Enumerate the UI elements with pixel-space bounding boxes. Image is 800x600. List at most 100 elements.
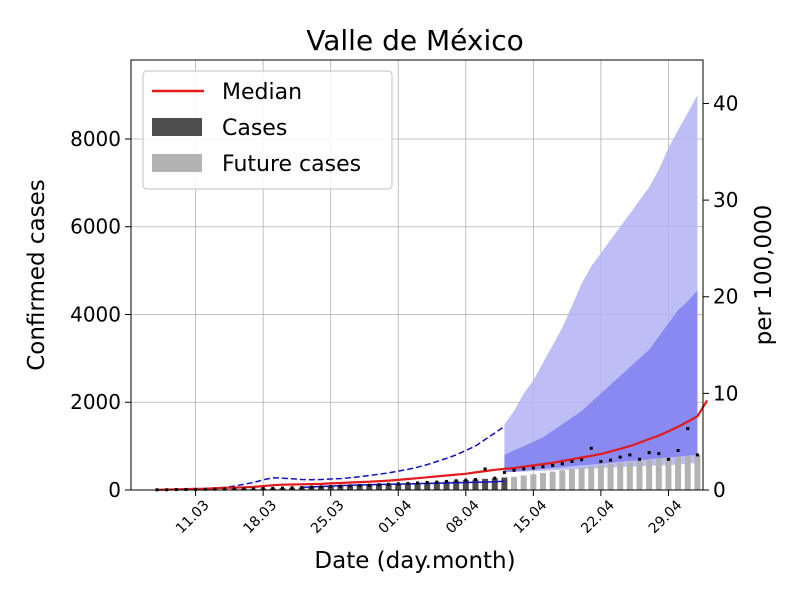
y2-tick-label: 0	[713, 478, 726, 502]
daily-point	[358, 484, 362, 488]
x-tick-label: 18.03	[240, 497, 280, 537]
future-case-bar	[665, 457, 672, 490]
case-bar	[375, 484, 382, 490]
legend-median-label: Median	[222, 80, 302, 105]
y-tick-label: 6000	[70, 215, 121, 239]
daily-point	[570, 459, 574, 463]
plot-frame	[130, 59, 704, 491]
x-tick-label: 11.03	[173, 497, 213, 537]
future-case-bar	[578, 467, 585, 490]
y-tick-label: 4000	[70, 302, 121, 326]
daily-point	[493, 476, 497, 480]
daily-point	[329, 485, 333, 489]
daily-point	[512, 468, 516, 472]
future-case-bar	[559, 470, 566, 490]
case-bar	[404, 483, 411, 490]
daily-point	[695, 453, 699, 457]
daily-point	[445, 479, 448, 483]
case-bar	[347, 485, 353, 490]
daily-point	[541, 465, 545, 469]
daily-point	[666, 457, 670, 461]
future-case-bar	[549, 471, 556, 490]
legend-cases-label: Cases	[222, 116, 287, 141]
daily-point	[271, 486, 275, 490]
daily-point	[184, 487, 188, 491]
future-case-bar	[626, 461, 633, 490]
x-axis-label: Date (day.month)	[314, 548, 515, 574]
x-tick-label: 22.04	[578, 497, 618, 537]
case-bar	[366, 485, 373, 490]
daily-points	[155, 427, 699, 492]
daily-point	[416, 481, 420, 485]
daily-point	[638, 457, 641, 461]
daily-point	[647, 451, 651, 455]
y2-tick-label: 30	[713, 188, 738, 212]
case-bar	[337, 486, 344, 490]
future-case-bar	[636, 461, 643, 490]
daily-point	[252, 487, 255, 491]
daily-point	[261, 487, 265, 491]
future-case-bar	[655, 458, 662, 490]
case-bar	[395, 483, 402, 490]
y-axis-left: 0 2000 4000 6000 8000	[70, 127, 131, 502]
future-case-bar	[540, 472, 546, 490]
y2-tick-label: 10	[713, 381, 738, 405]
case-bar	[424, 482, 431, 490]
daily-point	[551, 463, 555, 467]
daily-point	[589, 446, 593, 450]
future-case-bar	[684, 455, 691, 490]
x-tick-label: 15.04	[511, 497, 551, 537]
daily-point	[396, 482, 400, 486]
future-case-bar	[588, 466, 595, 490]
case-bar	[318, 486, 325, 490]
daily-point	[387, 482, 391, 486]
daily-point	[618, 455, 622, 459]
case-bar	[385, 484, 392, 490]
daily-point	[686, 427, 690, 431]
y2-tick-label: 40	[713, 91, 738, 115]
future-case-bar	[597, 464, 604, 490]
future-case-bar	[675, 456, 682, 490]
y2-axis-label: per 100,000	[751, 205, 777, 346]
future-case-bar	[520, 475, 527, 490]
legend-box	[142, 70, 393, 190]
daily-point	[560, 462, 564, 466]
x-tick-label: 01.04	[376, 497, 416, 537]
fit-solid-line	[301, 480, 505, 489]
daily-point	[599, 459, 603, 463]
case-bar	[453, 480, 460, 490]
daily-point	[367, 483, 371, 487]
case-bar	[482, 478, 489, 490]
future-case-bar	[646, 459, 653, 490]
daily-point	[309, 485, 313, 489]
future-case-bar	[568, 468, 575, 490]
future-case-bar	[607, 463, 614, 490]
daily-point	[454, 479, 458, 483]
case-bar	[472, 479, 479, 490]
daily-point	[242, 487, 246, 491]
y2-tick-label: 20	[713, 285, 738, 309]
daily-point	[657, 452, 661, 456]
confidence-band-inner-area	[504, 290, 698, 473]
daily-point	[194, 487, 198, 491]
chart-title: Valle de México	[306, 24, 524, 57]
daily-point	[502, 470, 506, 474]
daily-point	[377, 483, 381, 487]
daily-point	[203, 487, 207, 491]
case-bar	[433, 482, 440, 490]
daily-point	[319, 485, 323, 489]
daily-point	[406, 481, 410, 485]
case-bar	[443, 481, 450, 490]
y-axis-label: Confirmed cases	[24, 179, 50, 371]
case-bar	[491, 478, 498, 490]
daily-point	[580, 458, 584, 462]
y-axis-right: 0 10 20 30 40	[703, 91, 738, 502]
case-bar	[414, 482, 421, 490]
daily-point	[531, 466, 535, 470]
daily-point	[464, 478, 468, 482]
daily-point	[232, 487, 236, 491]
x-tick-label: 08.04	[443, 497, 483, 537]
legend: Median Cases Future cases	[142, 70, 393, 190]
daily-point	[435, 480, 439, 484]
